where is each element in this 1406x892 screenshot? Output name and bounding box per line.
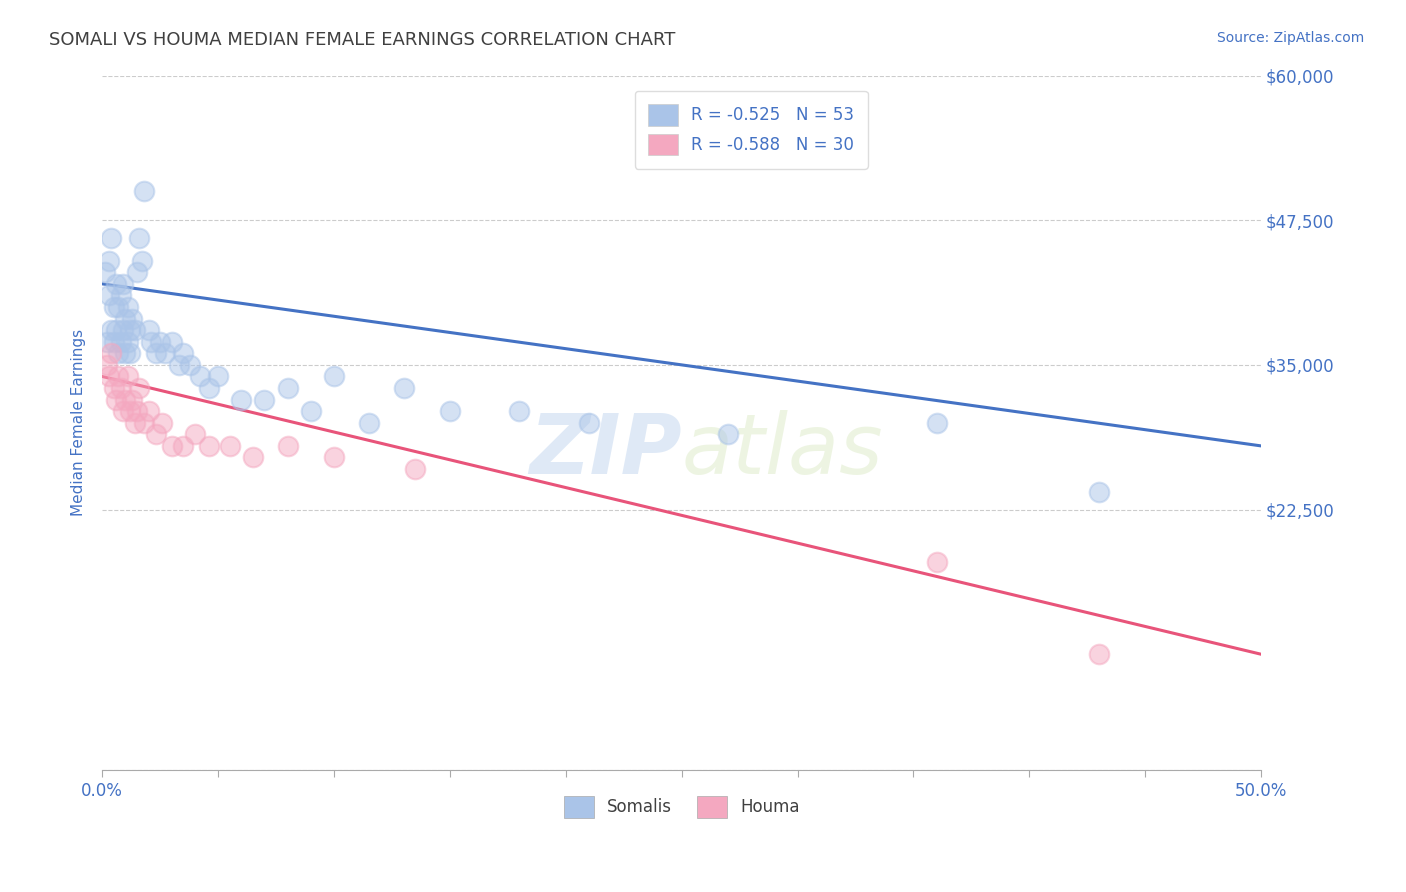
Point [277, 439, 299, 453]
Point [160, 334, 183, 349]
Point [323, 450, 346, 465]
Point [107, 346, 129, 360]
Point [198, 439, 221, 453]
Point [131, 253, 153, 268]
Point [98, 369, 121, 384]
Point [96, 334, 118, 349]
Point [112, 277, 135, 291]
Point [149, 334, 172, 349]
Point [124, 323, 146, 337]
Point [128, 381, 150, 395]
Point [103, 334, 125, 349]
Text: SOMALI VS HOUMA MEDIAN FEMALE EARNINGS CORRELATION CHART: SOMALI VS HOUMA MEDIAN FEMALE EARNINGS C… [49, 31, 676, 49]
Point [188, 369, 211, 384]
Point [100, 323, 122, 337]
Point [105, 277, 128, 291]
Point [1088, 647, 1111, 661]
Point [160, 439, 183, 453]
Point [128, 230, 150, 244]
Point [112, 323, 135, 337]
Point [925, 416, 948, 430]
Point [105, 392, 128, 407]
Point [145, 346, 167, 360]
Point [117, 300, 139, 314]
Point [105, 323, 128, 337]
Point [138, 404, 160, 418]
Point [242, 450, 264, 465]
Point [98, 253, 121, 268]
Point [110, 381, 132, 395]
Point [277, 381, 299, 395]
Point [138, 323, 160, 337]
Point [1088, 485, 1111, 500]
Point [172, 439, 194, 453]
Point [121, 392, 143, 407]
Point [117, 334, 139, 349]
Point [107, 300, 129, 314]
Point [118, 346, 141, 360]
Point [110, 334, 132, 349]
Point [167, 358, 190, 372]
Point [925, 555, 948, 569]
Point [323, 369, 346, 384]
Point [125, 265, 148, 279]
Point [100, 346, 122, 360]
Point [439, 404, 461, 418]
Point [118, 404, 141, 418]
Point [117, 369, 139, 384]
Point [103, 381, 125, 395]
Point [392, 381, 415, 395]
Point [124, 416, 146, 430]
Text: Source: ZipAtlas.com: Source: ZipAtlas.com [1216, 31, 1364, 45]
Point [107, 369, 129, 384]
Point [125, 404, 148, 418]
Point [118, 323, 141, 337]
Point [198, 381, 221, 395]
Point [207, 369, 229, 384]
Text: ZIP: ZIP [529, 410, 682, 491]
Point [184, 427, 207, 442]
Point [132, 416, 155, 430]
Point [114, 392, 136, 407]
Point [100, 230, 122, 244]
Point [145, 427, 167, 442]
Point [132, 184, 155, 198]
Point [98, 288, 121, 302]
Point [139, 334, 162, 349]
Point [110, 288, 132, 302]
Point [231, 392, 253, 407]
Point [218, 439, 240, 453]
Point [153, 346, 176, 360]
Point [717, 427, 740, 442]
Point [357, 416, 380, 430]
Point [508, 404, 530, 418]
Point [253, 392, 276, 407]
Point [404, 462, 426, 476]
Point [152, 416, 174, 430]
Y-axis label: Median Female Earnings: Median Female Earnings [72, 329, 86, 516]
Point [121, 311, 143, 326]
Legend: Somalis, Houma: Somalis, Houma [557, 789, 807, 824]
Point [96, 358, 118, 372]
Point [179, 358, 201, 372]
Text: atlas: atlas [682, 410, 883, 491]
Point [103, 300, 125, 314]
Point [93, 265, 115, 279]
Point [114, 346, 136, 360]
Point [578, 416, 600, 430]
Point [299, 404, 322, 418]
Point [172, 346, 194, 360]
Point [114, 311, 136, 326]
Point [112, 404, 135, 418]
